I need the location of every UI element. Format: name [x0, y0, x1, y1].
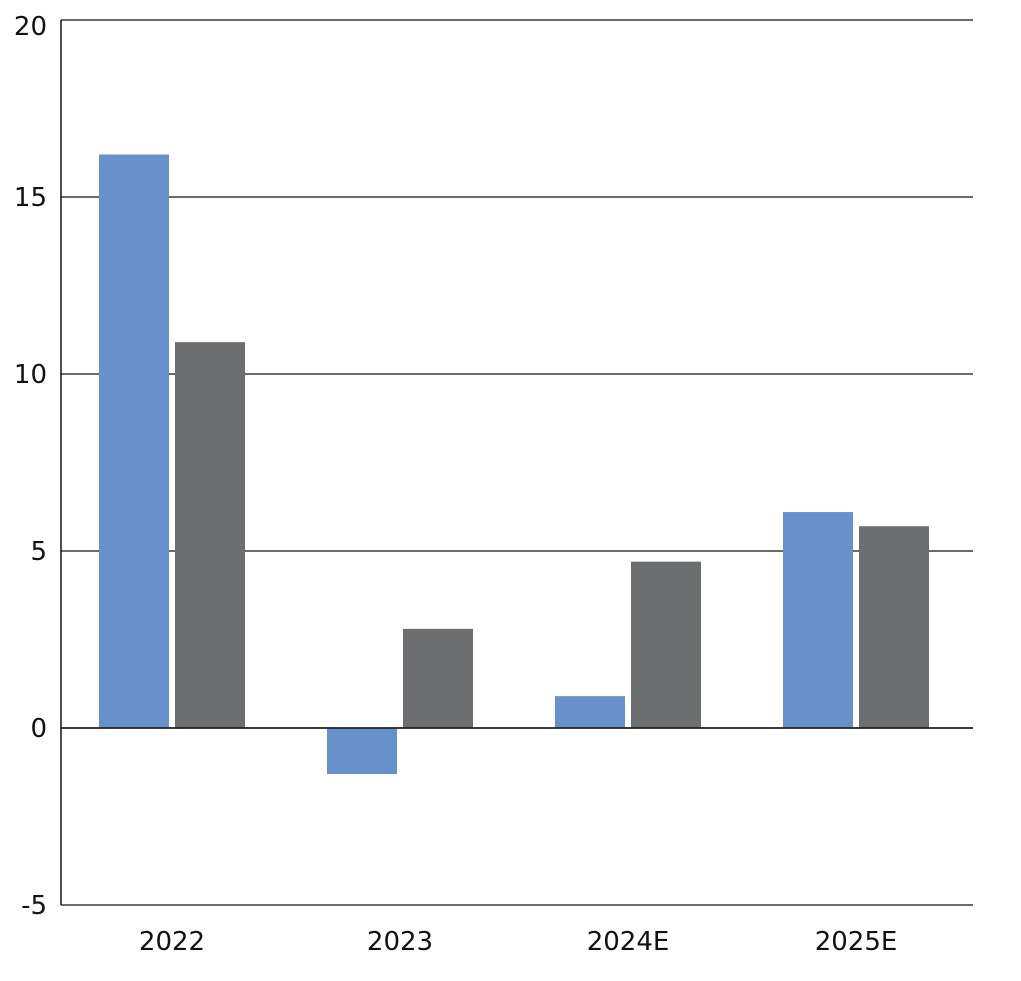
x-category-label: 2024E — [587, 927, 670, 957]
y-tick-label: 15 — [14, 183, 47, 213]
y-tick-label: 20 — [14, 12, 47, 42]
bar-2022-series-1 — [99, 154, 169, 728]
bar-2024e-series-1 — [555, 696, 625, 728]
bar-2025e-series-2 — [859, 526, 929, 728]
bar-2022-series-2 — [175, 342, 245, 728]
y-axis-ticks: 20 15 10 5 0 -5 — [14, 12, 47, 921]
y-tick-label: -5 — [21, 891, 47, 921]
bar-2025e-series-1 — [783, 512, 853, 728]
x-axis-categories: 2022 2023 2024E 2025E — [139, 927, 897, 957]
x-category-label: 2022 — [139, 927, 205, 957]
y-tick-label: 0 — [30, 714, 47, 744]
bar-2023-series-2 — [403, 628, 473, 728]
bars — [61, 154, 973, 775]
x-category-label: 2025E — [815, 927, 898, 957]
y-tick-label: 10 — [14, 360, 47, 390]
x-category-label: 2023 — [367, 927, 433, 957]
y-tick-label: 5 — [30, 537, 47, 567]
bar-2023-series-1 — [327, 728, 397, 775]
bar-2024e-series-2 — [631, 561, 701, 728]
